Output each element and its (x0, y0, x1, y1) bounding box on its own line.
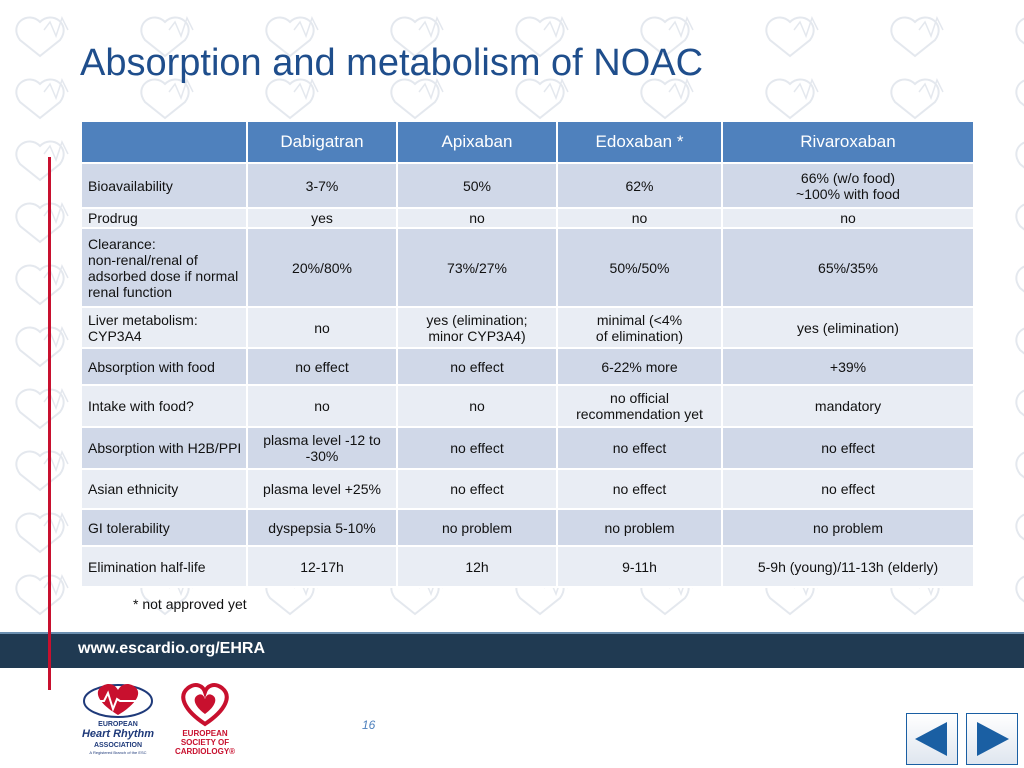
ehra-line-4: A Registered Branch of the ESC (89, 750, 147, 755)
table-cell: yes (elimination) (721, 306, 975, 349)
row-label: Asian ethnicity (80, 468, 248, 510)
row-label: Absorption with H2B/PPI (80, 426, 248, 470)
header-empty (80, 120, 248, 164)
esc-line-3: CARDIOLOGY® (174, 747, 236, 756)
row-label: Intake with food? (80, 384, 248, 428)
triangle-left-icon (915, 722, 947, 756)
table-row: Clearance: non-renal/renal of adsorbed d… (80, 227, 975, 308)
table-cell: 6-22% more (556, 347, 723, 386)
table-cell: plasma level -12 to -30% (246, 426, 398, 470)
footer-band (0, 632, 1024, 668)
next-slide-button[interactable] (966, 713, 1018, 765)
table-cell: no effect (396, 468, 558, 510)
ehra-line-1: EUROPEAN (98, 721, 138, 728)
table-cell: no problem (556, 508, 723, 547)
table-cell: minimal (<4% of elimination) (556, 306, 723, 349)
row-label: Liver metabolism: CYP3A4 (80, 306, 248, 349)
slide-title: Absorption and metabolism of NOAC (80, 42, 704, 84)
table-cell: 65%/35% (721, 227, 975, 308)
table-cell: yes (elimination; minor CYP3A4) (396, 306, 558, 349)
noac-table: Dabigatran Apixaban Edoxaban * Rivaroxab… (80, 120, 975, 588)
row-label: Prodrug (80, 207, 248, 229)
table-cell: no (396, 207, 558, 229)
table-cell: yes (246, 207, 398, 229)
table-cell: 62% (556, 162, 723, 209)
table-cell: no (246, 384, 398, 428)
table-cell: 12-17h (246, 545, 398, 588)
table-cell: no (721, 207, 975, 229)
table-cell: 66% (w/o food) ~100% with food (721, 162, 975, 209)
table-cell: no (396, 384, 558, 428)
esc-heart-icon (181, 683, 229, 727)
row-label: Elimination half-life (80, 545, 248, 588)
table-cell: no problem (721, 508, 975, 547)
table-cell: 50%/50% (556, 227, 723, 308)
esc-logo: EUROPEAN SOCIETY OF CARDIOLOGY® (170, 682, 240, 764)
table-cell: 9-11h (556, 545, 723, 588)
esc-line-1: EUROPEAN (182, 729, 228, 738)
ehra-heart-icon (83, 683, 153, 718)
table-cell: +39% (721, 347, 975, 386)
table-row: Intake with food? no no no official reco… (80, 384, 975, 428)
row-label: Clearance: non-renal/renal of adsorbed d… (80, 227, 248, 308)
header-edoxaban: Edoxaban * (556, 120, 723, 164)
table-cell: dyspepsia 5-10% (246, 508, 398, 547)
table-row: Absorption with H2B/PPI plasma level -12… (80, 426, 975, 470)
triangle-right-icon (977, 722, 1009, 756)
row-label: Absorption with food (80, 347, 248, 386)
table-cell: no effect (721, 468, 975, 510)
table-cell: plasma level +25% (246, 468, 398, 510)
table-cell: no effect (396, 347, 558, 386)
previous-slide-button[interactable] (906, 713, 958, 765)
table-row: Asian ethnicity plasma level +25% no eff… (80, 468, 975, 510)
esc-line-2: SOCIETY OF (180, 738, 230, 747)
table-row: Elimination half-life 12-17h 12h 9-11h 5… (80, 545, 975, 588)
accent-bar (48, 157, 51, 690)
table-cell: 3-7% (246, 162, 398, 209)
table-row: GI tolerability dyspepsia 5-10% no probl… (80, 508, 975, 547)
table-cell: no effect (246, 347, 398, 386)
table-cell: 73%/27% (396, 227, 558, 308)
row-label: GI tolerability (80, 508, 248, 547)
table-cell: 12h (396, 545, 558, 588)
table-cell: mandatory (721, 384, 975, 428)
table-cell: 5-9h (young)/11-13h (elderly) (721, 545, 975, 588)
header-dabigatran: Dabigatran (246, 120, 398, 164)
header-apixaban: Apixaban (396, 120, 558, 164)
header-rivaroxaban: Rivaroxaban (721, 120, 975, 164)
table-row: Prodrug yes no no no (80, 207, 975, 229)
table-cell: 20%/80% (246, 227, 398, 308)
page-number: 16 (362, 718, 376, 732)
footer-link[interactable]: www.escardio.org/EHRA (78, 640, 265, 657)
ehra-logo: EUROPEAN Heart Rhythm ASSOCIATION A Regi… (78, 677, 158, 763)
row-label: Bioavailability (80, 162, 248, 209)
table-header-row: Dabigatran Apixaban Edoxaban * Rivaroxab… (80, 120, 975, 164)
table-cell: no effect (396, 426, 558, 470)
table-cell: no problem (396, 508, 558, 547)
table-cell: 50% (396, 162, 558, 209)
ehra-line-3: ASSOCIATION (93, 742, 143, 749)
footnote: * not approved yet (133, 596, 247, 612)
table-cell: no effect (721, 426, 975, 470)
ehra-line-2: Heart Rhythm (81, 728, 155, 740)
table-cell: no official recommendation yet (556, 384, 723, 428)
table-cell: no (556, 207, 723, 229)
table-cell: no (246, 306, 398, 349)
table-row: Absorption with food no effect no effect… (80, 347, 975, 386)
table-row: Liver metabolism: CYP3A4 no yes (elimina… (80, 306, 975, 349)
table-row: Bioavailability 3-7% 50% 62% 66% (w/o fo… (80, 162, 975, 209)
table-cell: no effect (556, 468, 723, 510)
table-cell: no effect (556, 426, 723, 470)
